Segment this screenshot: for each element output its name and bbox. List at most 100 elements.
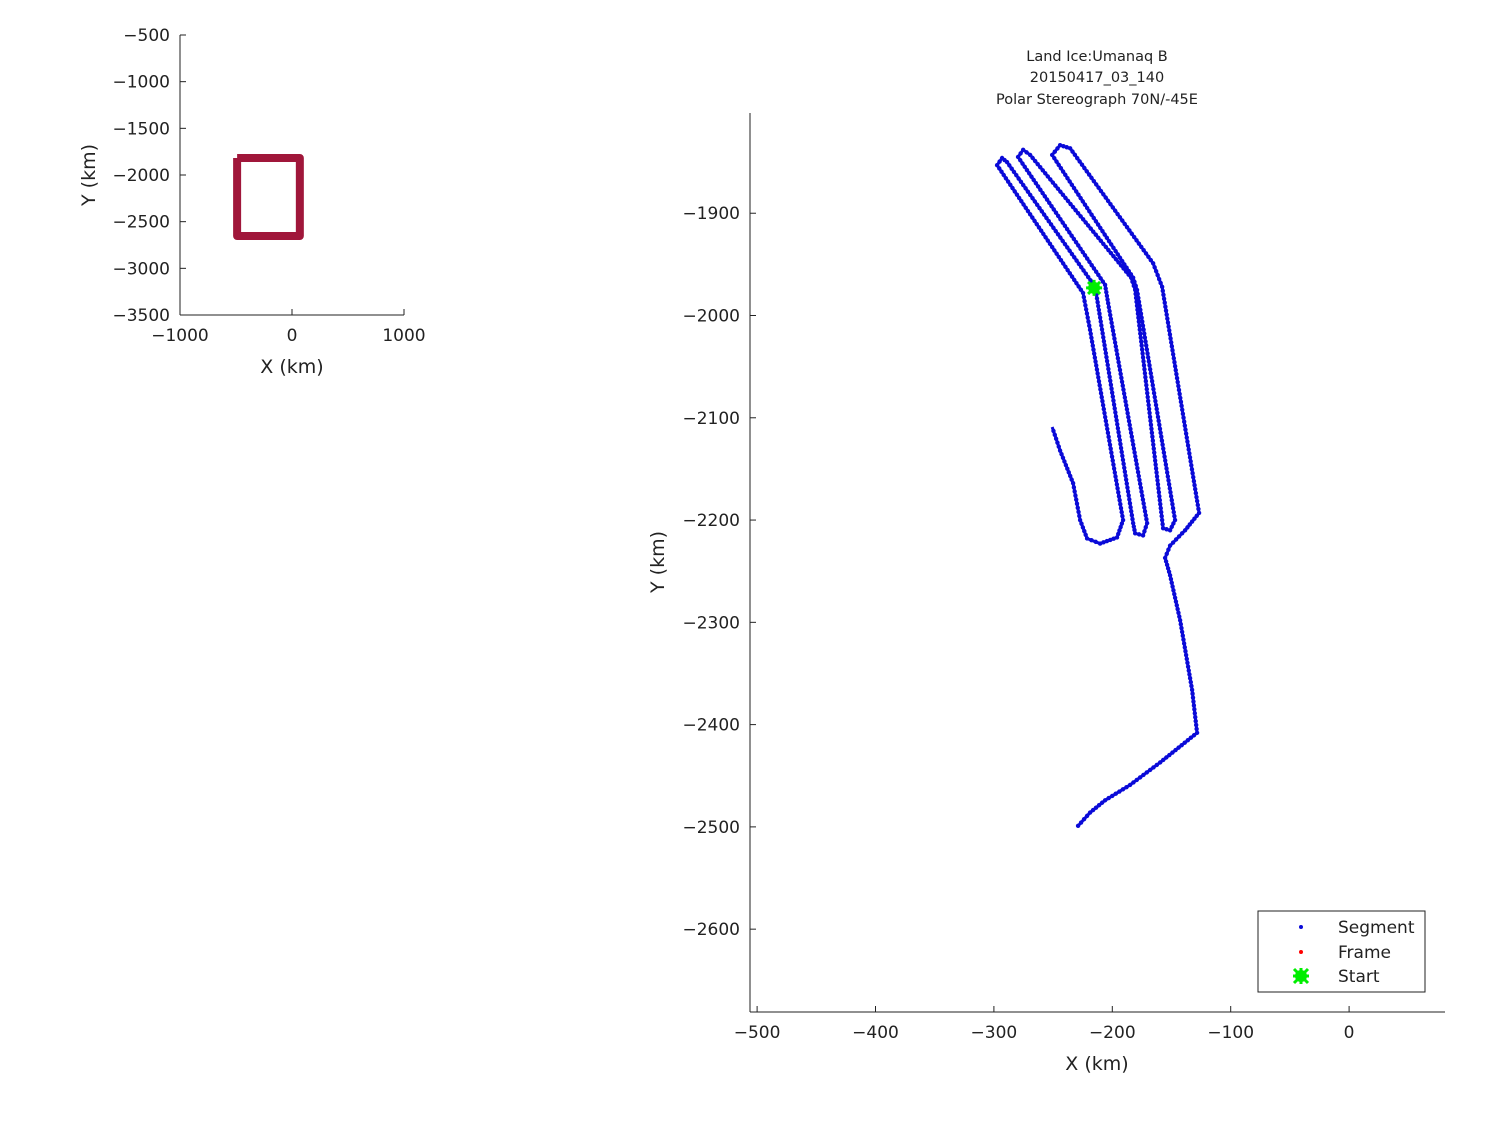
segment-point: [1087, 323, 1092, 328]
segment-point: [1126, 414, 1131, 420]
segment-point: [1060, 455, 1066, 460]
segment-point: [1105, 301, 1111, 306]
segment-point: [1058, 217, 1063, 222]
segment-point: [1107, 308, 1112, 314]
segment-point: [1156, 418, 1161, 424]
segment-point: [1084, 311, 1090, 316]
segment-point: [1147, 414, 1153, 420]
segment-point: [1076, 192, 1081, 197]
segment-point: [1144, 770, 1149, 775]
segment-point: [1185, 664, 1191, 669]
segment-point: [1056, 254, 1062, 260]
segment-point: [1003, 176, 1009, 181]
segment-point: [1132, 287, 1138, 293]
segment-point: [1127, 497, 1132, 502]
segment-point: [1061, 261, 1066, 266]
segment-point: [1048, 222, 1054, 227]
segment-point: [1063, 264, 1068, 269]
segment-point: [1131, 234, 1137, 240]
segment-point: [1082, 298, 1087, 304]
y-tick-label: −2500: [112, 213, 170, 233]
segment-point: [1123, 399, 1128, 404]
legend-start-marker: [1292, 967, 1310, 985]
segment-point: [1030, 196, 1035, 201]
segment-point: [1145, 390, 1150, 396]
legend: Segment Frame Start: [1257, 910, 1426, 993]
segment-point: [1069, 251, 1075, 257]
segment-point: [1096, 185, 1101, 190]
overview-x-label: X (km): [260, 356, 323, 378]
segment-point: [1157, 498, 1163, 503]
segment-point: [1108, 312, 1113, 318]
segment-point: [1069, 274, 1075, 279]
y-tick-label: −2200: [682, 511, 740, 531]
segment-point: [1110, 458, 1115, 463]
segment-point: [1007, 163, 1012, 168]
segment-point: [1098, 225, 1103, 231]
segment-point: [1142, 367, 1147, 372]
segment-point: [1144, 386, 1149, 392]
segment-point: [1114, 482, 1120, 487]
segment-point: [1102, 410, 1107, 416]
segment-point: [1176, 610, 1181, 615]
segment-point: [1095, 222, 1101, 227]
segment-point: [1114, 418, 1119, 423]
title-line-1: Land Ice:Umanaq B: [1026, 49, 1167, 65]
segment-point: [1141, 327, 1146, 332]
segment-point: [1190, 691, 1195, 696]
segment-point: [1024, 167, 1030, 173]
segment-point: [1184, 435, 1189, 440]
segment-point: [1113, 474, 1118, 479]
segment-point: [1076, 261, 1082, 267]
segment-point: [1025, 208, 1031, 214]
title-line-3: Polar Stereograph 70N/-45E: [996, 92, 1198, 108]
segment-point: [1191, 703, 1197, 708]
segment-point: [1053, 436, 1059, 441]
segment-point: [1010, 185, 1015, 191]
segment-point: [1139, 343, 1144, 348]
segment-point: [1140, 497, 1146, 502]
segment-point: [1185, 439, 1190, 444]
segment-point: [1164, 312, 1169, 317]
segment-point: [1067, 230, 1072, 235]
segment-point: [1173, 599, 1179, 604]
segment-point: [1058, 166, 1064, 171]
segment-point: [1180, 411, 1186, 416]
segment-point: [1127, 422, 1132, 428]
segment-point: [1149, 375, 1154, 380]
segment-point: [1171, 588, 1176, 593]
segment-point: [1121, 461, 1126, 467]
segment-point: [1074, 189, 1079, 194]
segment-point: [1124, 403, 1129, 408]
legend-segment-label: Segment: [1338, 918, 1415, 938]
segment-point: [1089, 335, 1094, 340]
legend-box: [1257, 910, 1426, 993]
segment-point: [1139, 315, 1144, 320]
segment-point: [1129, 231, 1135, 236]
segment-point: [1144, 382, 1149, 388]
segment-point: [1084, 169, 1089, 174]
overview-extent-box: [233, 154, 304, 241]
segment-point: [1014, 173, 1019, 178]
overview-y-label: Y (km): [78, 144, 100, 207]
segment-point: [1142, 371, 1148, 376]
segment-point: [1102, 798, 1108, 803]
segment-point: [1106, 304, 1112, 310]
segment-point: [1069, 233, 1074, 238]
segment-point: [1030, 155, 1035, 161]
segment-point: [1131, 524, 1137, 529]
segment-point: [1166, 324, 1171, 329]
x-tick-label: −500: [734, 1023, 781, 1043]
segment-point: [1190, 695, 1196, 700]
segment-point: [1014, 192, 1020, 197]
segment-point: [1133, 291, 1138, 297]
segment-point: [1080, 199, 1085, 204]
segment-point: [1123, 477, 1129, 482]
segment-point: [1119, 375, 1124, 381]
segment-point: [1055, 232, 1061, 237]
segment-point: [1143, 375, 1148, 380]
segment-point: [1161, 296, 1167, 301]
segment-point: [1118, 263, 1124, 268]
segment-point: [1140, 351, 1145, 356]
segment-point: [1064, 226, 1070, 232]
